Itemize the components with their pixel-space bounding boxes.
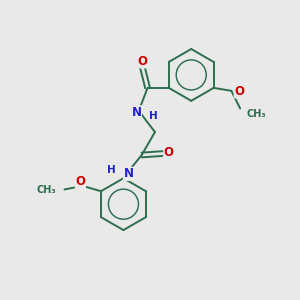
Text: CH₃: CH₃ bbox=[246, 109, 266, 119]
Text: H: H bbox=[148, 111, 157, 121]
Text: CH₃: CH₃ bbox=[36, 185, 56, 195]
Text: O: O bbox=[137, 55, 147, 68]
Text: O: O bbox=[234, 85, 244, 98]
Text: N: N bbox=[131, 106, 141, 119]
Text: N: N bbox=[123, 167, 134, 180]
Text: H: H bbox=[107, 165, 116, 175]
Text: O: O bbox=[164, 146, 174, 159]
Text: O: O bbox=[75, 175, 85, 188]
